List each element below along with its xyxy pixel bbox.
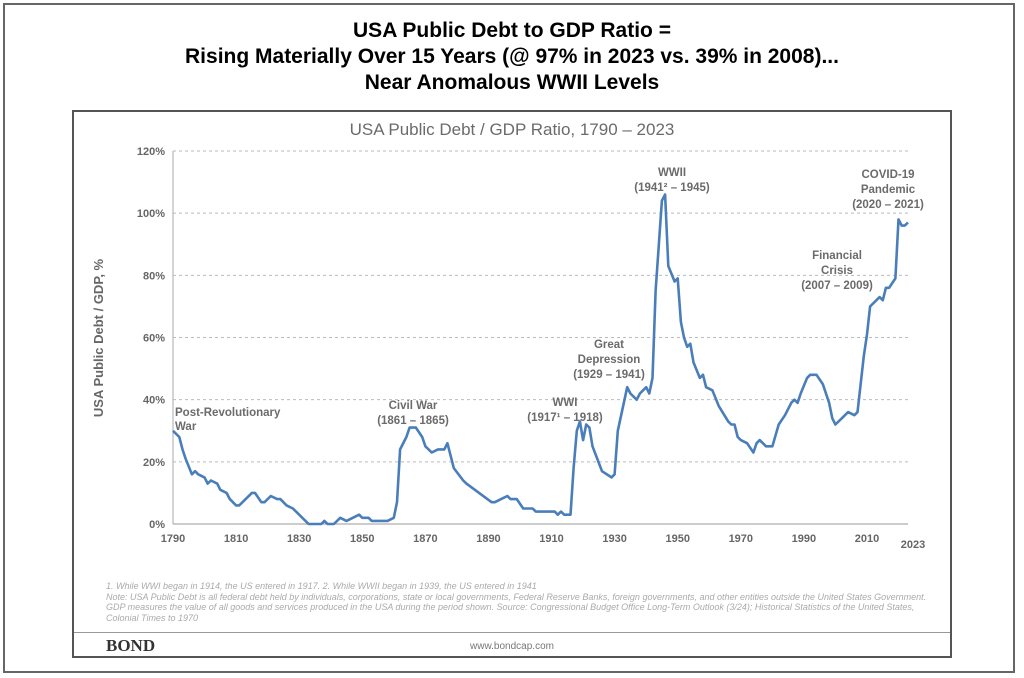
y-tick-label: 120% <box>137 146 165 158</box>
title-line: Near Anomalous WWII Levels <box>364 71 660 94</box>
footnote-1: 1. While WWI began in 1914, the US enter… <box>106 581 537 591</box>
annotation-financial-crisis: Financial Crisis (2007 – 2009) <box>801 250 873 292</box>
chart-title: USA Public Debt / GDP Ratio, 1790 – 2023 <box>349 120 675 139</box>
x-tick-label: 2023 <box>901 539 925 551</box>
footer-divider <box>74 632 950 633</box>
y-tick-label: 0% <box>149 519 165 531</box>
footnote-note: Note: USA Public Debt is all federal deb… <box>106 591 927 623</box>
y-tick-label: 60% <box>143 333 165 345</box>
x-tick-label: 2010 <box>855 533 879 545</box>
x-tick-label: 1850 <box>350 533 374 545</box>
series-line <box>172 193 909 526</box>
x-tick-label: 1970 <box>729 533 753 545</box>
x-tick-label: 1830 <box>287 533 311 545</box>
chart-panel <box>72 110 952 658</box>
annotation-post-revolutionary-war: Post-Revolutionary War <box>175 407 281 433</box>
x-tick-label: 1990 <box>792 533 816 545</box>
footer-url[interactable]: www.bondcap.com <box>470 641 554 652</box>
x-tick-label: 1790 <box>161 533 185 545</box>
y-tick-label: 20% <box>143 457 165 469</box>
footnotes: 1. While WWI began in 1914, the US enter… <box>106 581 936 623</box>
title-line: Rising Materially Over 15 Years (@ 97% i… <box>185 45 839 68</box>
bond-logo: BOND <box>106 636 156 655</box>
x-tick-label: 1870 <box>413 533 437 545</box>
annotation-wwi: WWI (1917¹ – 1918) <box>527 397 603 424</box>
annotation-great-depression: Great Depression (1929 – 1941) <box>573 339 645 381</box>
annotation-civil-war: Civil War (1861 – 1865) <box>377 400 449 427</box>
x-tick-label: 1950 <box>665 533 689 545</box>
y-tick-label: 40% <box>143 395 165 407</box>
title-line: USA Public Debt to GDP Ratio = <box>353 19 671 42</box>
y-tick-label: 100% <box>137 208 165 220</box>
y-axis-label: USA Public Debt / GDP, % <box>91 258 106 417</box>
x-tick-label: 1910 <box>539 533 563 545</box>
annotation-wwii: WWII (1941² – 1945) <box>634 167 710 194</box>
annotation-covid-19: COVID-19 Pandemic (2020 – 2021) <box>852 169 924 211</box>
y-tick-label: 80% <box>143 270 165 282</box>
x-tick-label: 1810 <box>224 533 248 545</box>
x-tick-label: 1930 <box>602 533 626 545</box>
slide-title: USA Public Debt to GDP Ratio = Rising Ma… <box>0 18 1024 96</box>
x-tick-label: 1890 <box>476 533 500 545</box>
